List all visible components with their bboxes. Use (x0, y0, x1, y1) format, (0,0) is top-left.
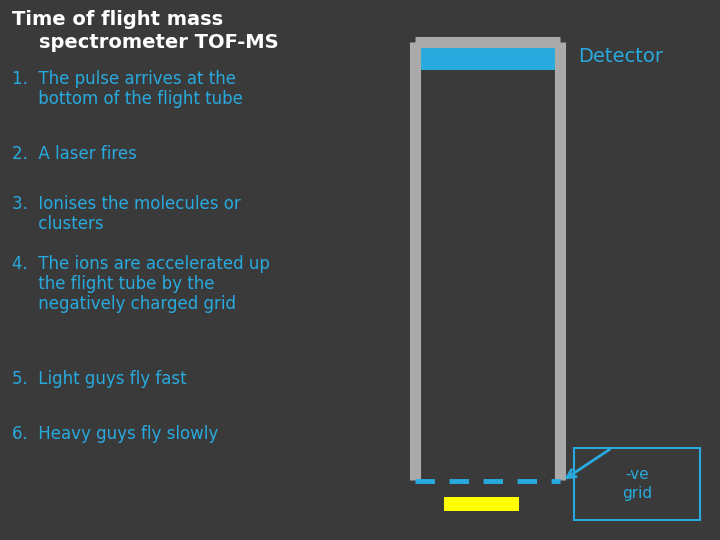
Text: the flight tube by the: the flight tube by the (12, 275, 215, 293)
Text: bottom of the flight tube: bottom of the flight tube (12, 90, 243, 108)
Text: clusters: clusters (12, 215, 104, 233)
Bar (574, 448, 700, 520)
Text: 4.  The ions are accelerated up: 4. The ions are accelerated up (12, 255, 270, 273)
Text: 2.  A laser fires: 2. A laser fires (12, 145, 137, 163)
Text: -ve
grid: -ve grid (622, 467, 652, 501)
Text: Time of flight mass: Time of flight mass (12, 10, 223, 29)
Text: negatively charged grid: negatively charged grid (12, 295, 236, 313)
Text: 6.  Heavy guys fly slowly: 6. Heavy guys fly slowly (12, 425, 218, 443)
Bar (415, 42, 560, 70)
Text: spectrometer TOF-MS: spectrometer TOF-MS (12, 33, 279, 52)
Text: 1.  The pulse arrives at the: 1. The pulse arrives at the (12, 70, 236, 88)
Text: 5.  Light guys fly fast: 5. Light guys fly fast (12, 370, 186, 388)
Text: Detector: Detector (578, 46, 663, 65)
Bar (444, 497, 519, 511)
Text: 3.  Ionises the molecules or: 3. Ionises the molecules or (12, 195, 240, 213)
